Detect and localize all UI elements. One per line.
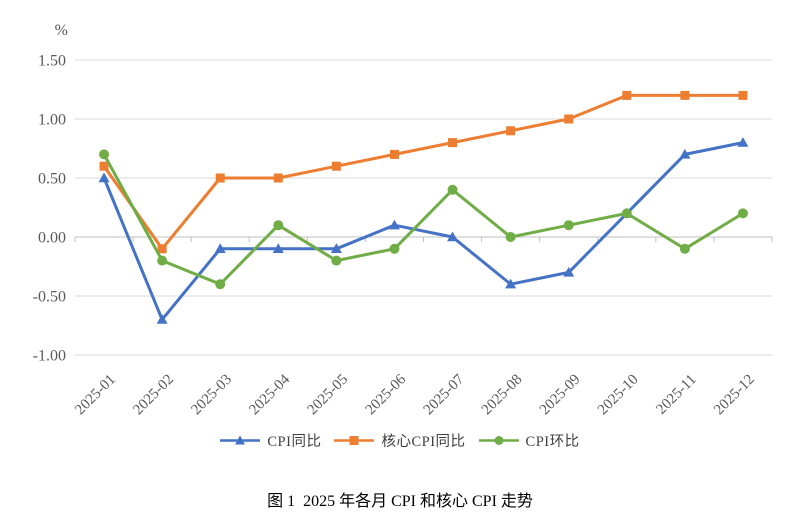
data-point-marker bbox=[331, 255, 342, 266]
data-point-marker bbox=[388, 219, 400, 230]
y-axis-tick-label: 0.00 bbox=[38, 230, 66, 247]
legend-item-1: 核心CPI同比 bbox=[334, 430, 465, 451]
data-point-marker bbox=[99, 161, 109, 171]
data-point-marker bbox=[448, 138, 458, 148]
data-point-marker bbox=[506, 126, 516, 136]
data-point-marker bbox=[447, 184, 458, 195]
series-1 bbox=[99, 90, 748, 254]
figure-caption: 图 1 2025 年各月 CPI 和核心 CPI 走势 bbox=[267, 493, 533, 510]
data-point-marker bbox=[215, 279, 226, 290]
circle-marker-icon bbox=[478, 435, 519, 445]
data-point-marker bbox=[389, 149, 399, 159]
data-point-marker bbox=[679, 243, 690, 254]
data-point-marker bbox=[738, 90, 748, 100]
series-line bbox=[102, 141, 745, 322]
square-marker-icon bbox=[334, 435, 375, 445]
data-point-marker bbox=[389, 243, 400, 254]
data-point-marker bbox=[157, 255, 168, 266]
cpi-trend-chart: 1.501.000.500.00-0.50-1.00%2025-01 2025-0… bbox=[33, 22, 773, 419]
y-axis-unit-label: % bbox=[55, 22, 68, 39]
data-point-marker bbox=[505, 232, 516, 242]
x-axis-tick-label: 2025-09 bbox=[537, 372, 584, 419]
data-point-marker bbox=[564, 114, 574, 124]
data-point-marker bbox=[98, 172, 110, 183]
series-line bbox=[102, 152, 745, 286]
data-point-marker bbox=[680, 90, 690, 100]
data-point-marker bbox=[563, 266, 575, 277]
x-axis-tick-label: 2025-01 bbox=[72, 372, 119, 419]
data-point-marker bbox=[737, 208, 748, 219]
data-point-marker bbox=[272, 243, 284, 253]
series-line bbox=[102, 93, 745, 251]
data-point-marker bbox=[447, 231, 459, 242]
y-axis-tick-label: 0.50 bbox=[38, 171, 66, 188]
x-axis-tick-label: 2025-07 bbox=[421, 371, 468, 418]
data-point-marker bbox=[215, 173, 225, 183]
x-axis-tick-label: 2025-02 bbox=[130, 372, 177, 419]
data-point-marker bbox=[156, 314, 168, 324]
triangle-marker-icon bbox=[220, 435, 261, 444]
data-point-marker bbox=[99, 149, 110, 160]
data-point-marker bbox=[157, 244, 167, 254]
data-point-marker bbox=[621, 208, 632, 219]
legend-label: CPI环比 bbox=[525, 433, 580, 450]
y-axis-tick-label: -0.50 bbox=[33, 289, 66, 306]
x-axis-tick-label: 2025-10 bbox=[595, 372, 642, 419]
legend-label: 核心CPI同比 bbox=[381, 433, 466, 450]
y-axis-tick-label: -1.00 bbox=[33, 348, 66, 365]
x-axis-tick-label: 2025-03 bbox=[188, 372, 235, 419]
data-point-marker bbox=[679, 148, 691, 159]
x-axis-tick-label: 2025-06 bbox=[363, 371, 410, 418]
data-point-marker bbox=[737, 137, 749, 147]
legend-item-2: CPI环比 bbox=[478, 430, 580, 451]
data-point-marker bbox=[622, 90, 632, 100]
chart-legend: CPI同比 核心CPI同比 CPI环比 bbox=[0, 429, 800, 451]
x-axis-tick-label: 2025-05 bbox=[305, 372, 352, 419]
data-point-marker bbox=[273, 173, 283, 183]
x-axis-tick-label: 2025-04 bbox=[246, 371, 293, 418]
x-axis-tick-label: 2025-08 bbox=[479, 372, 526, 419]
y-axis-tick-label: 1.50 bbox=[38, 53, 66, 70]
legend-label: CPI同比 bbox=[267, 433, 322, 450]
x-axis-tick-label: 2025-12 bbox=[711, 372, 758, 419]
data-point-marker bbox=[505, 278, 517, 289]
data-point-marker bbox=[330, 243, 342, 253]
data-point-marker bbox=[214, 243, 226, 253]
x-axis-tick-label: 2025-11 bbox=[653, 372, 699, 418]
series-2 bbox=[99, 149, 748, 290]
data-point-marker bbox=[273, 220, 284, 231]
series-0 bbox=[98, 137, 749, 324]
y-axis-tick-label: 1.00 bbox=[38, 112, 66, 129]
data-point-marker bbox=[331, 161, 341, 171]
data-point-marker bbox=[563, 220, 574, 231]
legend-item-0: CPI同比 bbox=[220, 430, 321, 451]
